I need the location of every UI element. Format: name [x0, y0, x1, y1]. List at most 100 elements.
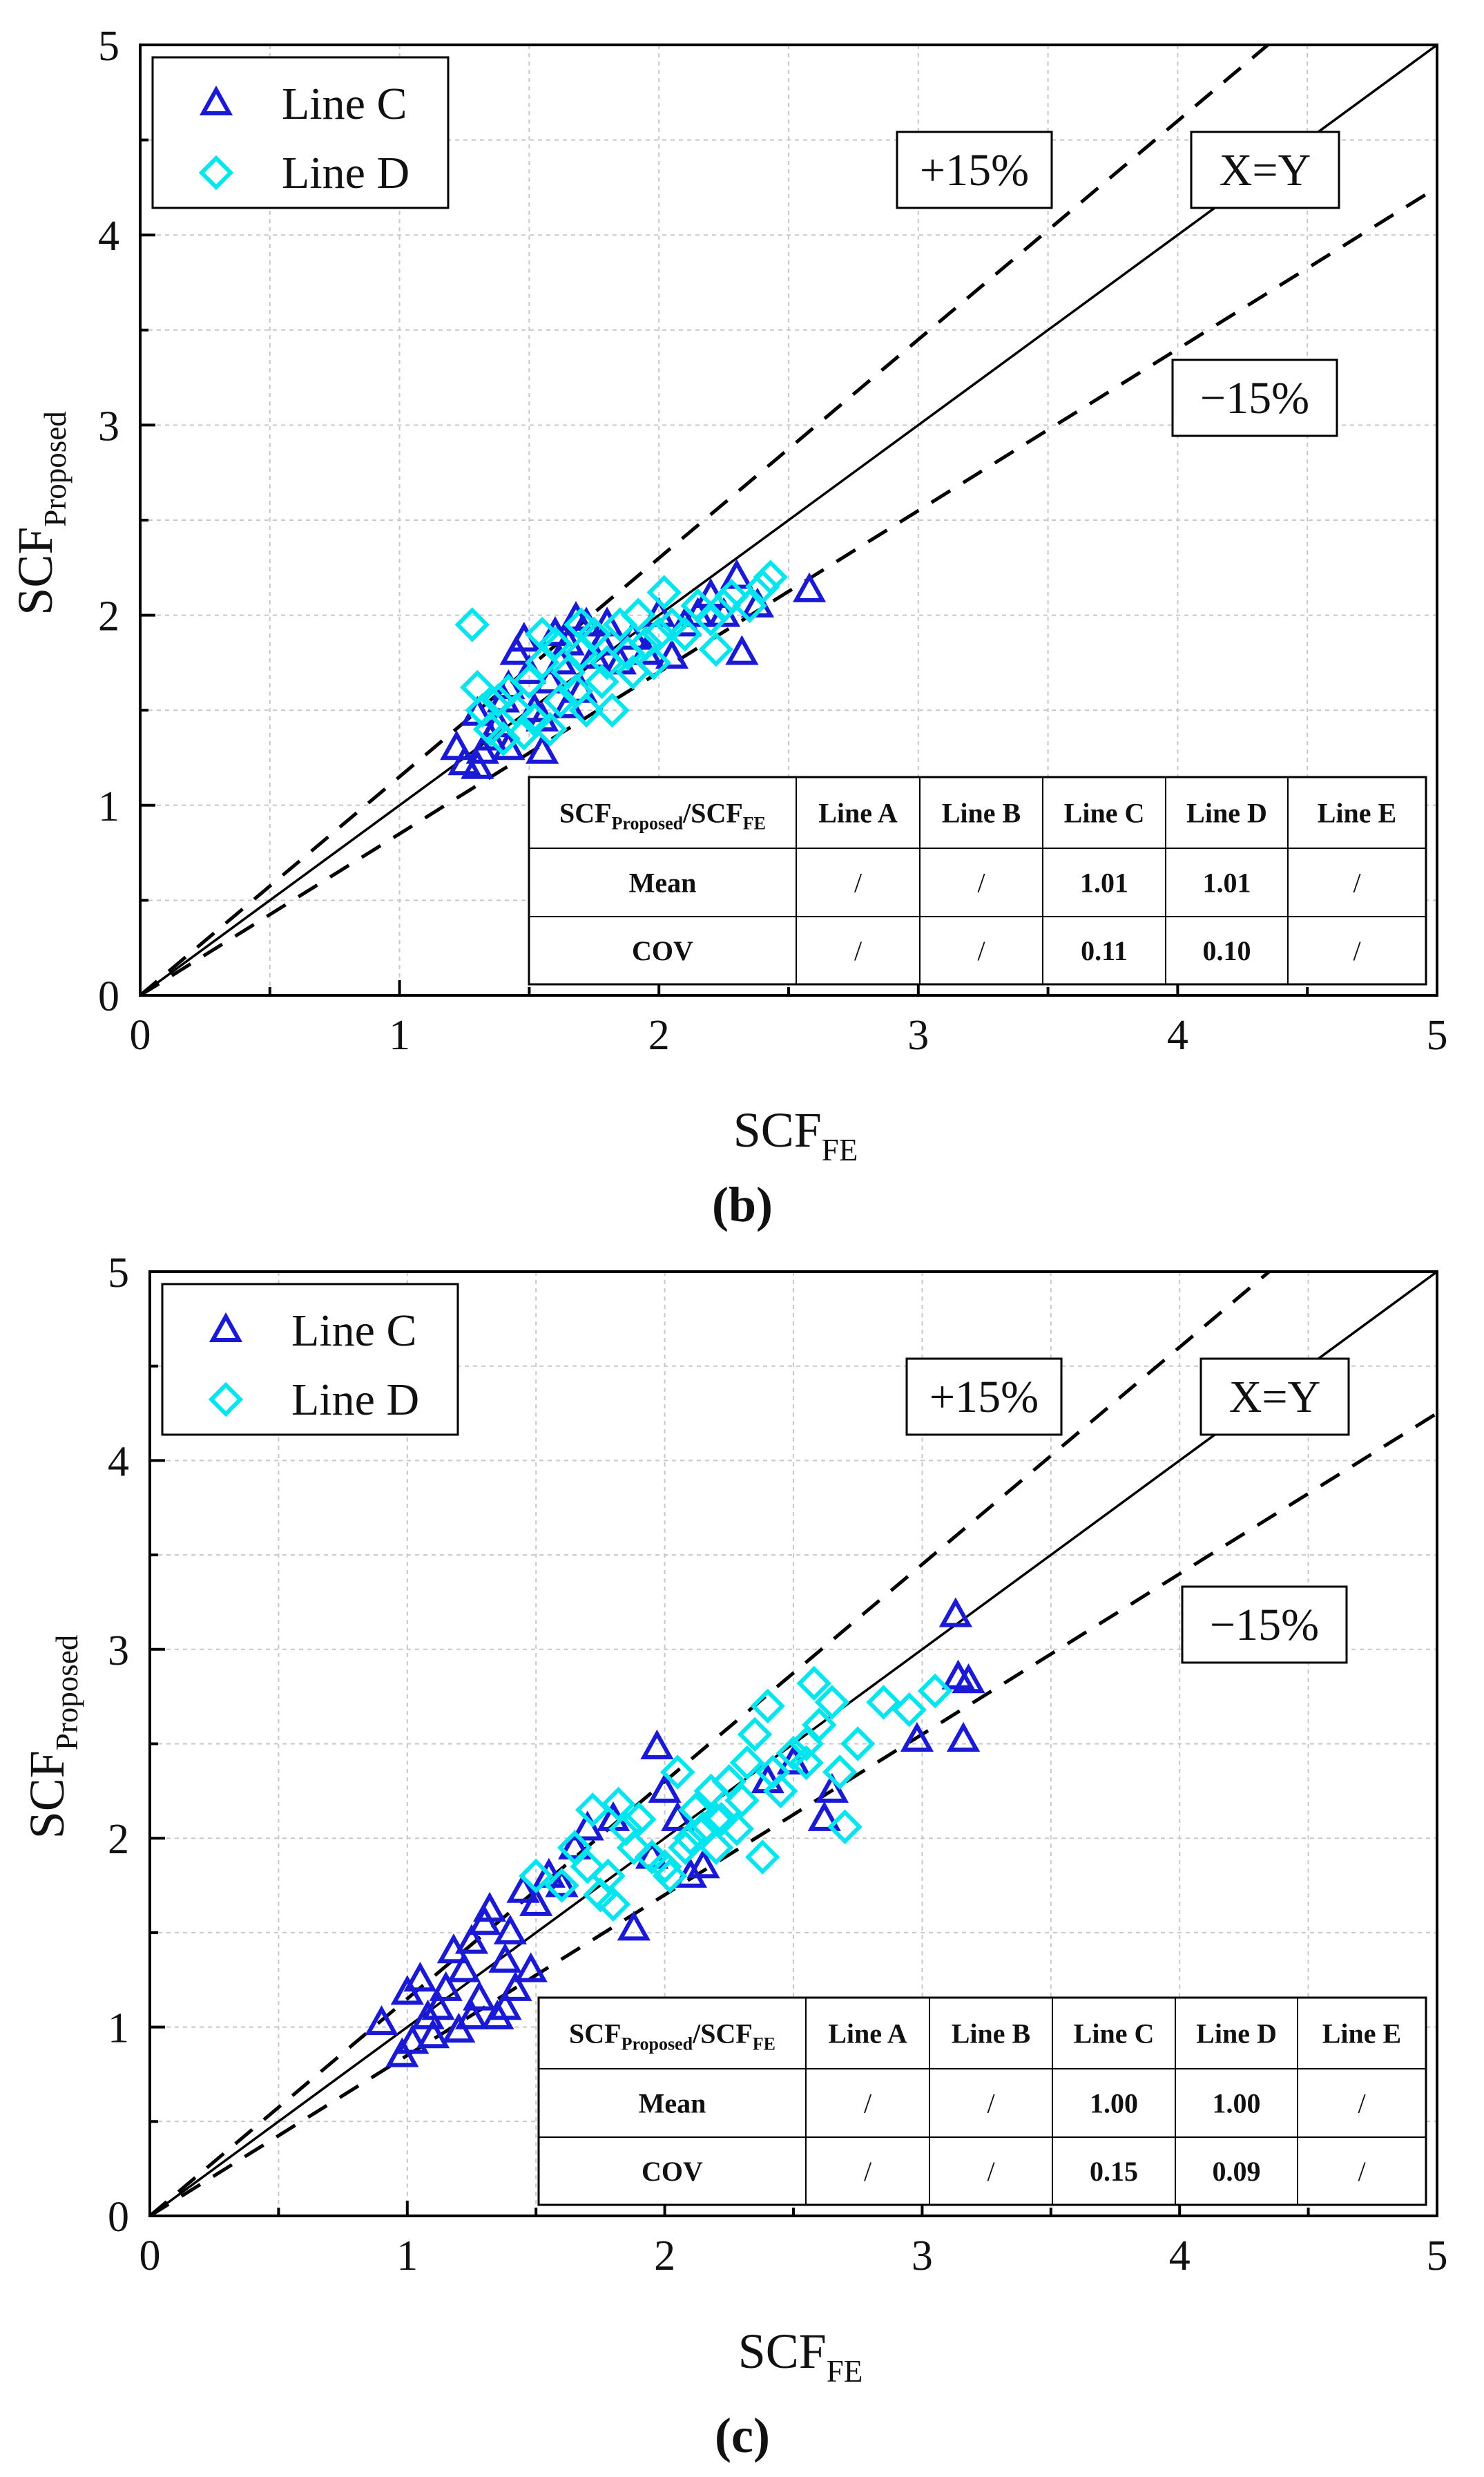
table-cell-r0-c1: / [864, 2088, 872, 2119]
table-cell-r0-c3: 1.01 [1080, 868, 1128, 899]
data-point-c-11 [447, 1952, 481, 1982]
ticks [139, 44, 1438, 997]
table-cell-r1-c2: / [987, 2156, 995, 2187]
x-tick-label-5: 5 [1427, 2232, 1448, 2279]
table-cell-r1-c2: / [977, 935, 985, 966]
data-point-d-32 [667, 616, 703, 652]
table-header-line-e: Line E [1318, 798, 1396, 829]
data-point-c-21 [514, 1952, 548, 1982]
data-point-d-3 [472, 711, 508, 747]
y-axis-label-main: SCF [19, 1750, 75, 1839]
data-point-d-10 [517, 702, 552, 738]
table-cell-r1-c3: 0.11 [1081, 935, 1128, 966]
data-point-d-44 [698, 1801, 734, 1837]
table-header-line-d: Line D [1186, 798, 1267, 829]
data-point-d-18 [568, 692, 604, 728]
annotation-label: −15% [1210, 1600, 1319, 1650]
data-point-c-32 [661, 1801, 695, 1831]
data-point-d-34 [796, 1665, 832, 1701]
table-cell-r0-c2: / [977, 868, 985, 899]
table-frame [537, 1996, 1427, 2206]
data-point-d-3 [570, 1848, 606, 1884]
x-tick-label-0: 0 [130, 1012, 151, 1059]
data-point-d-22 [704, 1801, 739, 1837]
data-point-c-8 [429, 1971, 463, 2001]
data-point-d-1 [544, 1868, 579, 1903]
data-point-d-39 [745, 569, 780, 604]
legend-label-1: Line D [291, 1375, 419, 1425]
data-point-d-35 [802, 1707, 837, 1743]
data-point-c-33 [725, 635, 759, 665]
legend-label-0: Line C [291, 1306, 416, 1356]
data-point-d-19 [577, 616, 612, 652]
annotation-box [1181, 1585, 1348, 1664]
table-cell-r1-c4: 0.10 [1203, 935, 1251, 966]
reference-line-1 [140, 45, 1271, 995]
data-point-c-44 [454, 1999, 489, 2029]
data-point-d-43 [789, 1745, 824, 1781]
data-point-d-22 [595, 692, 630, 728]
table-cell-r1-c3: 0.15 [1090, 2156, 1138, 2187]
x-tick-label-1: 1 [396, 2232, 418, 2279]
panel-caption: (c) [715, 2408, 770, 2463]
table-header-ratio-part-3: FE [743, 814, 766, 834]
stats-table: SCFProposed/SCFFE Line A Line B Line C Line … [528, 776, 1427, 986]
data-point-d-42 [524, 616, 560, 652]
data-point-d-36 [706, 588, 742, 624]
legend-marker-0 [199, 85, 233, 115]
x-tick-label-4: 4 [1167, 1012, 1188, 1059]
data-point-c-39 [900, 1721, 934, 1752]
data-point-c-0 [440, 730, 474, 761]
table-header-line-b: Line B [942, 798, 1021, 829]
annotation-box [1199, 1357, 1350, 1436]
table-cell-r1-c5: / [1353, 935, 1361, 966]
data-point-d-32 [775, 1735, 811, 1771]
data-point-d-26 [729, 1745, 765, 1781]
table-cell-r1-c5: / [1358, 2156, 1366, 2187]
x-tick-label-3: 3 [907, 1012, 929, 1059]
table-cell-r1-c1: / [864, 2156, 872, 2187]
x-tick-label-2: 2 [654, 2232, 675, 2279]
data-point-d-14 [543, 683, 578, 718]
x-axis-label-sub: FE [822, 1133, 858, 1167]
data-point-c-17 [488, 1942, 522, 1973]
data-point-d-13 [537, 626, 573, 662]
data-point-d-28 [636, 645, 671, 680]
x-axis-label-main: SCF [733, 1102, 822, 1158]
table-header-ratio-part-3: FE [753, 2034, 775, 2054]
data-point-d-27 [737, 1716, 773, 1752]
annotation-box [896, 131, 1053, 209]
annotation-box [905, 1357, 1063, 1436]
data-point-d-42 [917, 1673, 953, 1709]
data-point-d-41 [563, 607, 599, 642]
data-point-c-42 [946, 1721, 981, 1752]
annotation-1: +15% [896, 131, 1053, 209]
data-point-c-14 [538, 615, 572, 647]
reference-line-2 [140, 186, 1437, 995]
legend-marker-1 [198, 155, 234, 191]
y-axis-label-main: SCF [8, 527, 63, 615]
x-tick-label-5: 5 [1427, 1012, 1448, 1059]
legend: Line C Line D [151, 56, 450, 209]
y-tick-label-5: 5 [108, 1250, 129, 1297]
x-axis-label-main: SCF [738, 2324, 827, 2379]
data-point-d-10 [616, 1830, 652, 1866]
data-point-c-12 [526, 734, 559, 764]
x-tick-label-4: 4 [1169, 2232, 1191, 2279]
table-header-ratio-part-0: SCF [559, 798, 612, 829]
data-point-c-37 [807, 1801, 841, 1831]
data-point-c-30 [640, 1729, 674, 1759]
table-header-line-c: Line C [1074, 2018, 1155, 2049]
y-tick-label-2: 2 [98, 593, 119, 640]
stats-table: SCFProposed/SCFFE Line A Line B Line C Line … [537, 1996, 1427, 2206]
y-tick-label-1: 1 [98, 783, 119, 830]
x-axis-label: SCFFE [738, 2324, 863, 2389]
legend: Line C Line D [161, 1283, 459, 1436]
legend-box [161, 1283, 459, 1436]
annotation-label: X=Y [1229, 1372, 1321, 1422]
data-point-d-8 [601, 1786, 636, 1822]
table-header-ratio: SCFProposed/SCFFE [559, 798, 766, 834]
data-point-d-12 [532, 711, 568, 747]
data-point-c-20 [506, 1873, 540, 1903]
